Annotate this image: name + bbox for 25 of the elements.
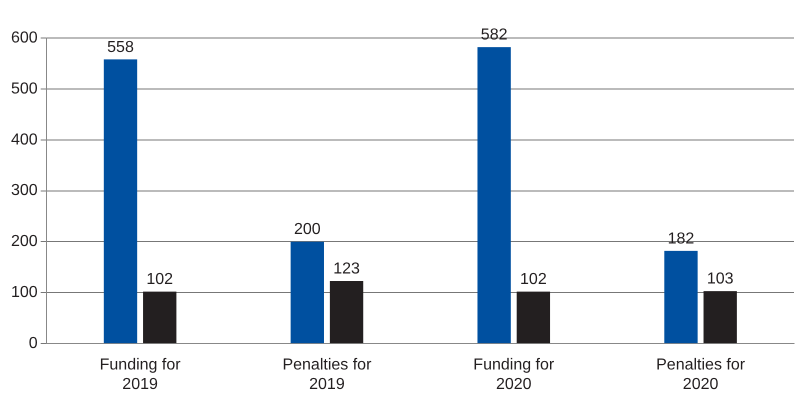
data-label: 200 (294, 221, 321, 238)
y-tick-label: 200 (10, 233, 38, 250)
bar (290, 242, 324, 344)
x-tick-label: Penalties for 2020 (656, 356, 746, 393)
bar (477, 47, 511, 344)
y-tick-label: 400 (10, 131, 38, 148)
data-label: 123 (333, 260, 360, 278)
y-tick-label: 0 (28, 335, 38, 352)
data-label: 103 (706, 270, 734, 288)
data-label: 102 (146, 271, 174, 288)
bar (143, 292, 176, 344)
bar (330, 280, 364, 344)
bar (664, 250, 698, 344)
bar (516, 292, 550, 344)
x-tick-label: Funding for 2019 (100, 356, 182, 393)
x-tick-label: Penalties for 2019 (282, 356, 372, 393)
y-tick-label: 600 (10, 29, 38, 46)
bar (104, 59, 138, 344)
y-tick-label: 300 (10, 182, 38, 200)
y-tick-label: 100 (10, 284, 38, 302)
y-tick-label: 500 (10, 80, 38, 98)
bar (704, 291, 737, 344)
x-tick-label: Funding for 2020 (473, 356, 555, 393)
data-label: 558 (107, 38, 134, 56)
data-label: 102 (520, 271, 547, 288)
